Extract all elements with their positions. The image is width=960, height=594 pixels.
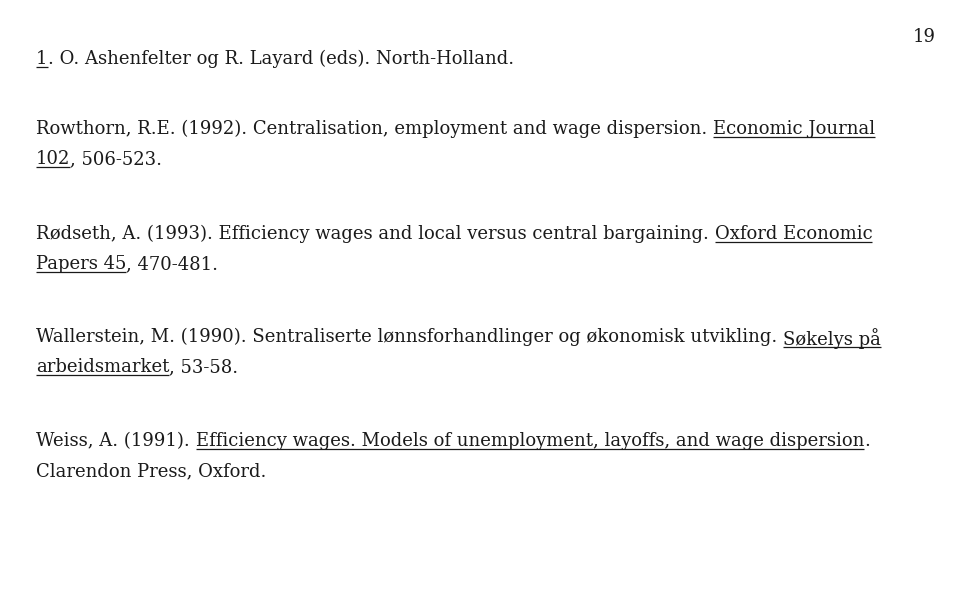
Text: 102: 102 <box>36 150 70 168</box>
Text: arbeidsmarket: arbeidsmarket <box>36 358 169 376</box>
Text: Oxford Economic: Oxford Economic <box>714 225 873 243</box>
Text: , 470-481.: , 470-481. <box>127 255 218 273</box>
Text: 1: 1 <box>36 50 47 68</box>
Text: Papers 45: Papers 45 <box>36 255 127 273</box>
Text: 19: 19 <box>913 28 936 46</box>
Text: .: . <box>864 432 870 450</box>
Text: Rowthorn, R.E. (1992). Centralisation, employment and wage dispersion.: Rowthorn, R.E. (1992). Centralisation, e… <box>36 120 713 138</box>
Text: , 53-58.: , 53-58. <box>169 358 238 376</box>
Text: . O. Ashenfelter og R. Layard (eds). North-Holland.: . O. Ashenfelter og R. Layard (eds). Nor… <box>47 50 514 68</box>
Text: Rødseth, A. (1993). Efficiency wages and local versus central bargaining.: Rødseth, A. (1993). Efficiency wages and… <box>36 225 714 244</box>
Text: Efficiency wages. Models of unemployment, layoffs, and wage dispersion: Efficiency wages. Models of unemployment… <box>196 432 864 450</box>
Text: Weiss, A. (1991).: Weiss, A. (1991). <box>36 432 196 450</box>
Text: Wallerstein, M. (1990). Sentraliserte lønnsforhandlinger og økonomisk utvikling.: Wallerstein, M. (1990). Sentraliserte lø… <box>36 328 783 346</box>
Text: Economic Journal: Economic Journal <box>713 120 876 138</box>
Text: , 506-523.: , 506-523. <box>70 150 162 168</box>
Text: Clarendon Press, Oxford.: Clarendon Press, Oxford. <box>36 462 266 480</box>
Text: Søkelys på: Søkelys på <box>783 328 881 349</box>
